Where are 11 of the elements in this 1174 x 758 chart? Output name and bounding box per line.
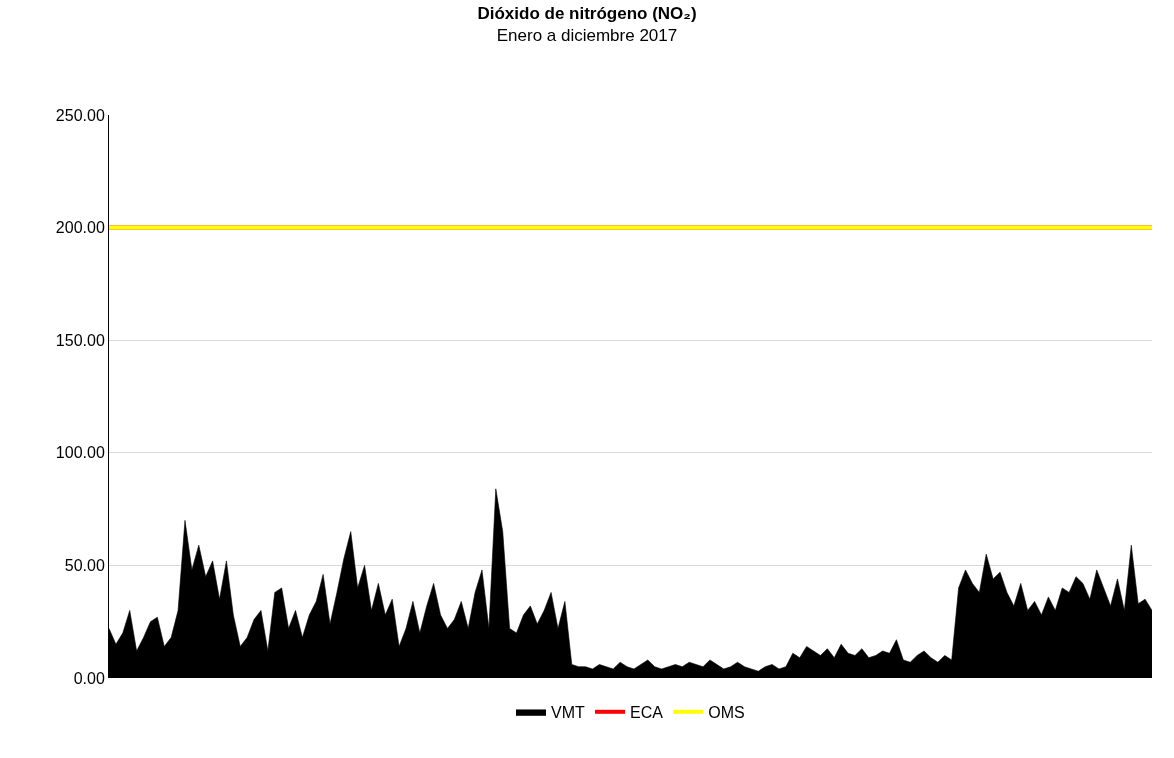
y-tick-label: 200.00: [55, 219, 105, 237]
y-tick-label: 100.00: [55, 444, 105, 462]
chart-subtitle: Enero a diciembre 2017: [496, 26, 678, 46]
y-tick-label: 250.00: [55, 106, 105, 124]
legend-label: OMS: [708, 704, 745, 722]
y-tick-label: 150.00: [55, 331, 105, 349]
y-tick-label: 50.00: [64, 557, 105, 574]
chart-title: Dióxido de nitrógeno (NO₂): [477, 3, 697, 23]
y-tick-label: 0.00: [73, 669, 105, 687]
legend-label: ECA: [630, 704, 664, 722]
legend-label: VMT: [551, 704, 585, 722]
